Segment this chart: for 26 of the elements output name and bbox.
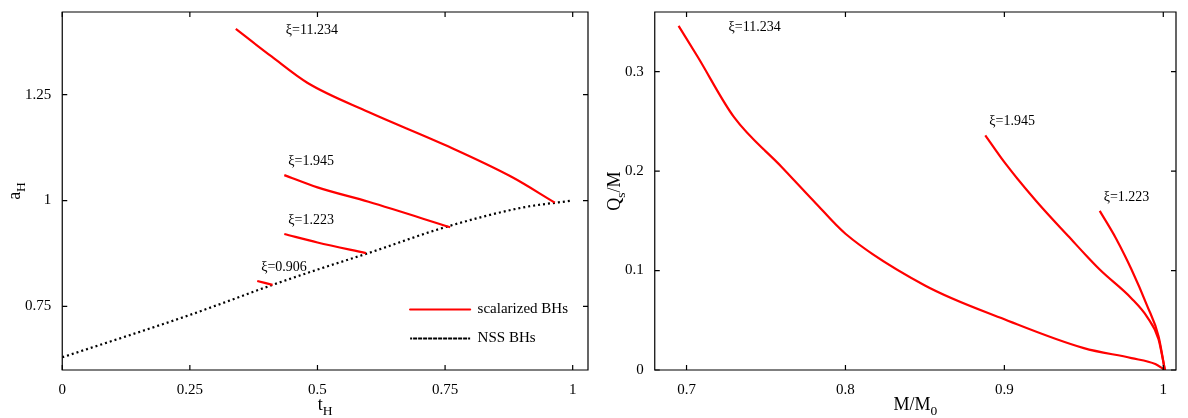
y-tick-label: 0.3 [625, 62, 644, 79]
y-tick-label: 0.75 [25, 297, 52, 314]
y-tick-label: 1.25 [25, 85, 52, 102]
x-tick-label: 0.9 [994, 380, 1014, 397]
legend-label: NSS BHs [477, 329, 536, 346]
x-tick-label: 0.8 [836, 380, 855, 397]
y-tick-label: 0 [636, 360, 644, 377]
x-tick-label: 1 [1159, 380, 1168, 397]
annotation: ξ=11.234 [728, 18, 781, 34]
annotation: ξ=1.223 [288, 212, 334, 227]
annotation: ξ=1.945 [989, 113, 1035, 129]
annotation: ξ=11.234 [285, 21, 338, 37]
y-axis-title: aH [4, 181, 29, 200]
x-tick-label: 1 [568, 380, 577, 397]
x-tick-label: 0.25 [176, 380, 203, 397]
x-tick-label: 0.7 [677, 380, 697, 397]
annotation: ξ=1.945 [288, 153, 334, 169]
annotation: ξ=0.906 [261, 259, 307, 275]
y-tick-label: 0.2 [625, 162, 644, 179]
x-tick-label: 0.5 [308, 380, 327, 397]
x-tick-label: 0.75 [431, 380, 459, 397]
y-tick-label: 0.1 [625, 261, 644, 278]
legend-label: scalarized BHs [477, 300, 569, 317]
x-tick-label: 0 [58, 380, 66, 397]
annotation: ξ=1.223 [1103, 188, 1150, 204]
y-tick-label: 1 [43, 191, 52, 208]
